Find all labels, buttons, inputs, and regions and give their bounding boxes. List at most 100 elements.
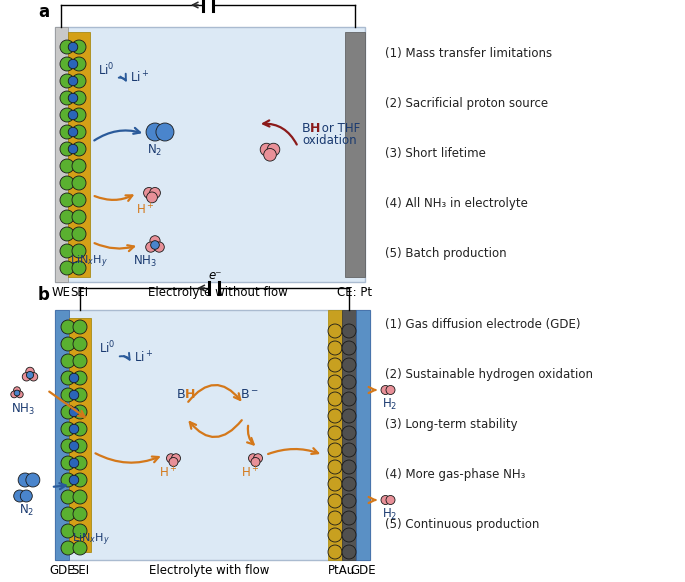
Text: B: B — [302, 122, 310, 135]
Bar — [55, 27, 68, 282]
Text: LiN$_x$H$_y$: LiN$_x$H$_y$ — [70, 253, 108, 270]
Circle shape — [154, 242, 164, 252]
Text: WE: WE — [52, 286, 71, 299]
Circle shape — [73, 354, 87, 368]
Circle shape — [264, 148, 276, 161]
Text: H$^+$: H$^+$ — [241, 466, 260, 481]
Circle shape — [14, 390, 20, 396]
Circle shape — [73, 388, 87, 402]
Circle shape — [72, 244, 86, 258]
Circle shape — [68, 42, 78, 52]
Circle shape — [60, 74, 74, 88]
Circle shape — [328, 477, 342, 491]
Circle shape — [72, 193, 86, 207]
Circle shape — [61, 524, 75, 538]
Circle shape — [72, 159, 86, 173]
Circle shape — [328, 528, 342, 542]
Circle shape — [342, 392, 356, 406]
Bar — [55, 310, 69, 560]
Text: N$_2$: N$_2$ — [19, 503, 34, 518]
Text: NH$_3$: NH$_3$ — [11, 402, 35, 417]
Circle shape — [328, 545, 342, 559]
Text: Li$^+$: Li$^+$ — [134, 351, 153, 366]
Circle shape — [73, 507, 87, 521]
Circle shape — [328, 392, 342, 406]
Circle shape — [60, 57, 74, 71]
Circle shape — [72, 57, 86, 71]
Bar — [328, 310, 342, 560]
Circle shape — [21, 490, 32, 502]
Text: a: a — [38, 3, 49, 21]
Circle shape — [68, 127, 78, 137]
Circle shape — [253, 454, 262, 463]
Text: b: b — [38, 286, 50, 304]
Circle shape — [27, 371, 34, 379]
Circle shape — [328, 494, 342, 508]
Circle shape — [328, 409, 342, 423]
Circle shape — [72, 74, 86, 88]
Text: SEI: SEI — [71, 564, 89, 577]
Circle shape — [328, 341, 342, 355]
Text: GDE: GDE — [350, 564, 376, 577]
Bar — [55, 310, 370, 560]
Circle shape — [267, 143, 279, 156]
Circle shape — [72, 108, 86, 122]
Text: Electrolyte with flow: Electrolyte with flow — [149, 564, 270, 577]
Circle shape — [60, 227, 74, 241]
Text: oxidation: oxidation — [302, 134, 357, 147]
Bar — [68, 32, 90, 277]
Circle shape — [166, 454, 175, 463]
Text: Li$^0$: Li$^0$ — [98, 61, 114, 78]
Circle shape — [386, 495, 395, 505]
Text: (5) Continuous production: (5) Continuous production — [385, 518, 539, 531]
Circle shape — [61, 354, 75, 368]
Circle shape — [73, 371, 87, 385]
Circle shape — [60, 142, 74, 156]
Circle shape — [156, 123, 174, 141]
Circle shape — [342, 324, 356, 338]
Circle shape — [68, 110, 78, 120]
Circle shape — [61, 507, 75, 521]
Circle shape — [61, 337, 75, 351]
Circle shape — [146, 242, 156, 252]
Circle shape — [22, 372, 31, 381]
Circle shape — [342, 494, 356, 508]
Circle shape — [26, 473, 40, 487]
Circle shape — [150, 236, 160, 246]
Text: (5) Batch production: (5) Batch production — [385, 247, 507, 260]
Circle shape — [386, 385, 395, 395]
Text: e⁻: e⁻ — [209, 269, 222, 282]
Circle shape — [68, 144, 78, 154]
Text: Li$^0$: Li$^0$ — [99, 339, 116, 356]
Text: LiN$_x$H$_y$: LiN$_x$H$_y$ — [72, 531, 110, 548]
Text: H$^+$: H$^+$ — [136, 203, 154, 218]
Circle shape — [328, 375, 342, 389]
Circle shape — [72, 261, 86, 275]
Circle shape — [251, 457, 260, 467]
Circle shape — [60, 159, 74, 173]
Circle shape — [342, 443, 356, 457]
Circle shape — [61, 473, 75, 487]
Circle shape — [342, 426, 356, 440]
Bar — [345, 32, 365, 277]
Text: H: H — [310, 122, 321, 135]
Text: (1) Mass transfer limitations: (1) Mass transfer limitations — [385, 47, 552, 60]
Circle shape — [60, 176, 74, 190]
Text: (1) Gas diffusion electrode (GDE): (1) Gas diffusion electrode (GDE) — [385, 318, 580, 331]
Circle shape — [342, 511, 356, 525]
Circle shape — [342, 341, 356, 355]
Circle shape — [342, 528, 356, 542]
Text: N$_2$: N$_2$ — [147, 143, 162, 158]
Circle shape — [60, 193, 74, 207]
Circle shape — [73, 456, 87, 470]
Text: CE: Pt: CE: Pt — [338, 286, 373, 299]
Circle shape — [73, 439, 87, 453]
Text: Li$^+$: Li$^+$ — [130, 70, 149, 86]
Circle shape — [72, 210, 86, 224]
Circle shape — [61, 422, 75, 436]
Circle shape — [61, 320, 75, 334]
Text: (2) Sustainable hydrogen oxidation: (2) Sustainable hydrogen oxidation — [385, 368, 593, 381]
Circle shape — [61, 388, 75, 402]
Bar — [342, 310, 356, 560]
Text: NH$_3$: NH$_3$ — [133, 254, 157, 269]
